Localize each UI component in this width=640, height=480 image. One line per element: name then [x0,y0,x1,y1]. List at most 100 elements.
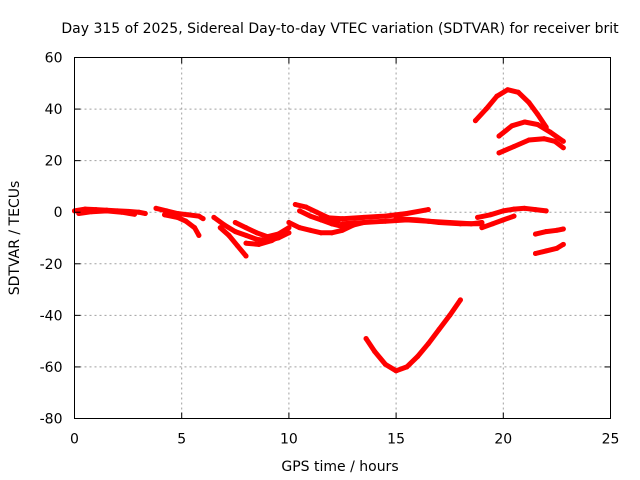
data-point [340,221,345,227]
data-point [254,236,260,242]
data-point [292,201,298,207]
data-point [382,213,388,219]
data-point [490,221,496,227]
data-point [200,216,206,222]
data-point [136,209,142,215]
x-tick-label: 25 [602,432,620,448]
data-point [162,212,168,218]
data-point [329,230,335,236]
data-point [560,138,566,144]
data-point [526,137,532,143]
y-tick-label: -20 [40,257,63,273]
data-point [183,218,189,224]
data-point [535,122,541,128]
data-trace-6 [217,225,249,259]
data-point [329,221,335,227]
data-point [340,227,345,233]
data-point [232,220,238,226]
data-point [404,211,410,217]
data-point [318,230,324,236]
data-point [425,341,431,347]
grid-lines [74,57,611,419]
data-point [543,208,549,214]
data-point [496,150,502,156]
data-point [243,253,249,259]
data-point [393,216,399,222]
data-point [532,250,538,256]
data-point [361,220,367,226]
data-point [535,111,541,117]
data-point [382,218,388,224]
data-point [415,354,421,360]
data-point [243,240,249,246]
data-point [232,229,238,235]
data-point [256,241,262,247]
data-point [547,129,553,135]
chart-title: Day 315 of 2025, Sidereal Day-to-day VTE… [61,21,619,37]
data-point [307,227,313,233]
data-point [234,243,240,249]
data-point [522,119,528,125]
data-point [483,106,489,112]
y-tick-label: -40 [40,308,63,324]
data-point [511,206,517,212]
data-trace-12 [318,207,431,222]
data-point [554,227,560,233]
data-point [243,225,249,231]
data-point [222,222,228,228]
data-point [303,204,309,210]
data-point [541,136,547,142]
data-point [174,214,180,220]
data-point [543,229,549,235]
plot-frame [74,57,611,419]
data-point [142,211,148,217]
data-point [475,214,481,220]
data-point [286,230,292,236]
data-point [297,225,303,231]
data-point [372,348,378,354]
data-trace-22 [533,241,566,256]
data-point [196,232,202,238]
data-point [560,145,566,151]
data-point [196,213,202,219]
data-trace-21 [533,226,566,237]
data-point [282,230,288,236]
data-point [340,216,345,222]
data-point [522,205,528,211]
data-point [457,297,463,303]
data-point [415,217,421,223]
data-point [496,133,502,139]
data-point [479,225,485,231]
data-point [254,230,260,236]
data-point [526,100,532,106]
data-point [554,245,560,251]
data-point [509,123,515,129]
x-tick-label: 5 [177,432,186,448]
x-tick-label: 15 [387,432,405,448]
data-layer [72,87,566,374]
x-tick-label: 20 [494,432,512,448]
data-point [269,238,275,244]
y-tick-label: -60 [40,360,63,376]
data-trace-17 [479,213,517,231]
y-tick-label: 20 [45,154,63,170]
data-point [318,214,324,220]
data-point [494,93,500,99]
data-point [393,368,399,374]
data-point [436,220,442,226]
data-point [515,89,521,95]
data-point [487,212,493,218]
data-point [505,87,511,93]
x-axis-title: GPS time / hours [281,459,398,475]
x-axis: 0 5 10 15 20 25 [70,57,620,448]
data-point [243,232,249,238]
y-tick-label: -80 [40,412,63,428]
data-point [532,207,538,213]
y-axis: -80 -60 -40 -20 0 20 40 60 [40,51,611,428]
data-point [89,209,95,215]
data-point [500,208,506,214]
data-point [363,336,369,342]
data-point [560,226,566,232]
data-point [217,225,223,231]
